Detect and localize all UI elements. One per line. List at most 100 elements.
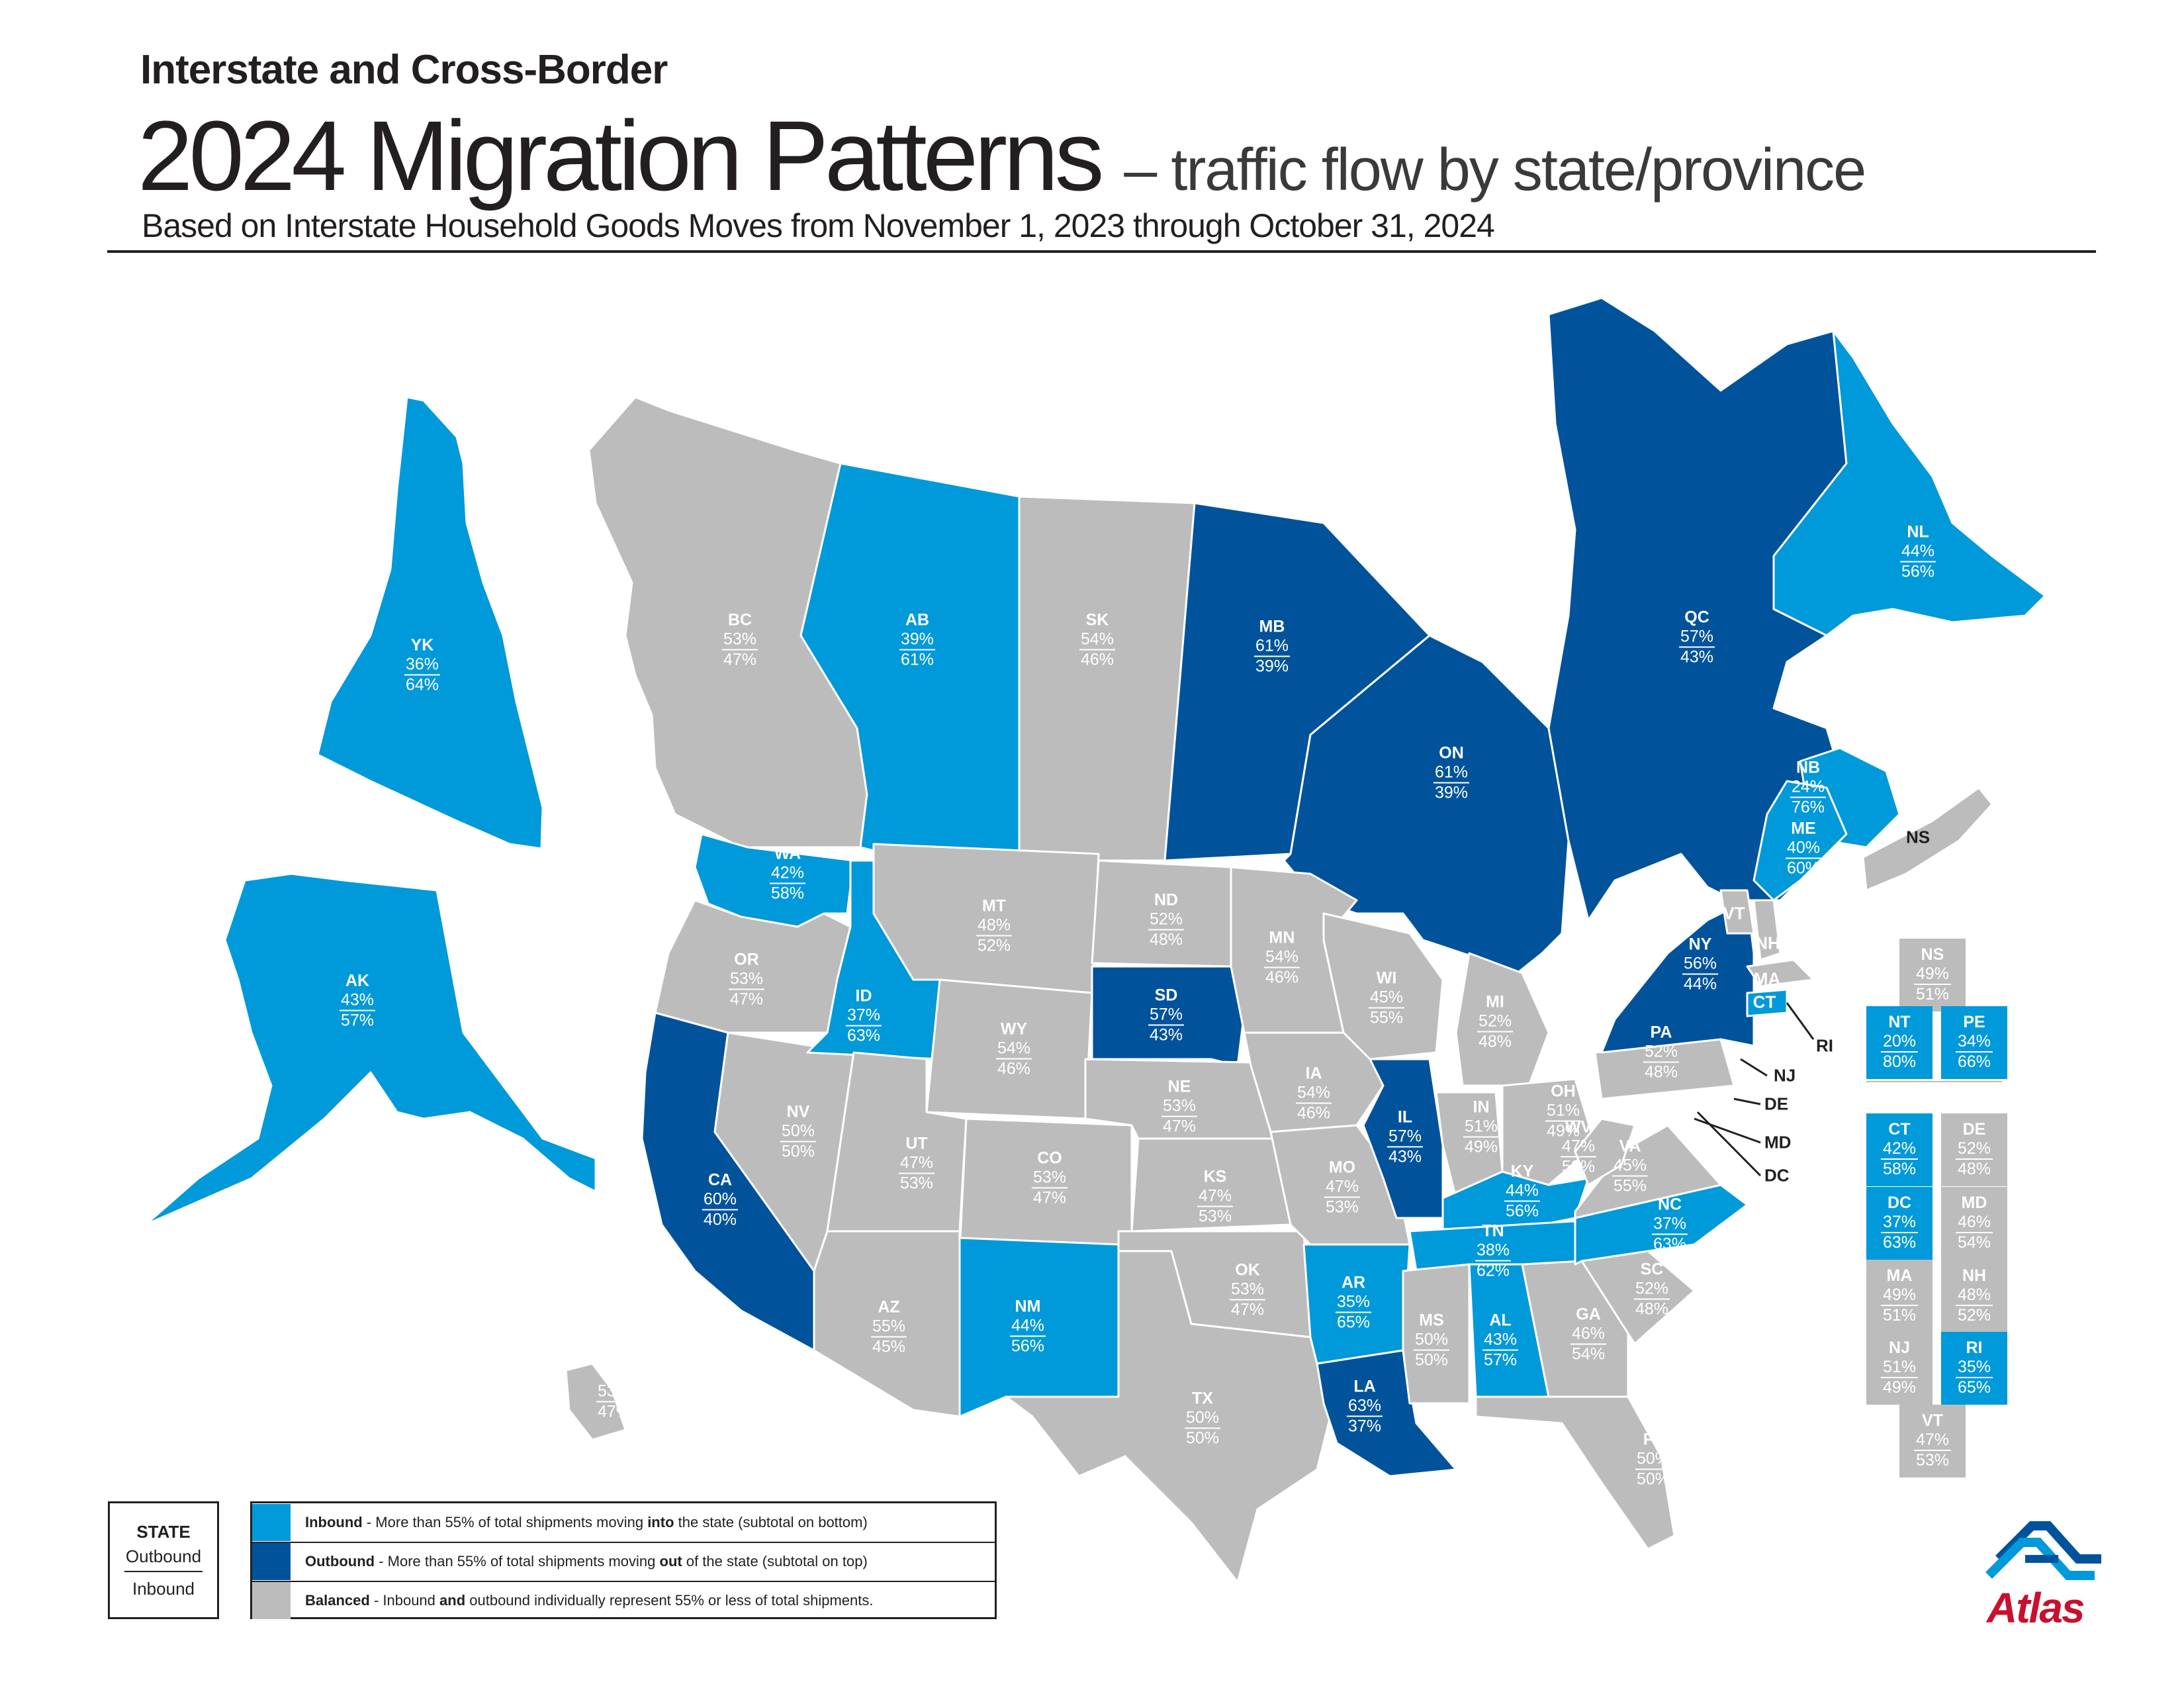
region-vt: [1719, 889, 1755, 935]
inbound-percent: 37%: [1347, 1417, 1382, 1436]
inbound-percent: 48%: [1644, 1062, 1678, 1082]
inbound-percent: 49%: [1546, 1121, 1580, 1141]
region-me: [1752, 780, 1848, 902]
inbound-percent: 53%: [1325, 1197, 1359, 1217]
legend-swatch-inbound: [252, 1504, 291, 1541]
region-label-wi: WI 45% 55%: [1368, 969, 1405, 1028]
region-abbr: GA: [1576, 1305, 1601, 1324]
key-inbound-label: Inbound: [132, 1579, 195, 1599]
callout-line-nj: [1740, 1058, 1768, 1077]
inbound-percent: 53%: [1198, 1207, 1232, 1226]
small-state-box-nj: NJ 51% 49%: [1866, 1332, 1933, 1405]
region-abbr: QC: [1684, 608, 1709, 627]
region-label-tx: TX 50% 50%: [1184, 1389, 1221, 1448]
outbound-percent: 50%: [1184, 1409, 1221, 1429]
region-wv: [1574, 1117, 1636, 1186]
inbound-percent: 48%: [1635, 1299, 1669, 1319]
inbound-percent: 50%: [1414, 1350, 1449, 1370]
outbound-percent: 43%: [1482, 1331, 1519, 1351]
region-il: [1362, 1058, 1444, 1219]
inbound-percent: 40%: [703, 1210, 737, 1229]
region-abbr: NY: [1688, 935, 1712, 954]
region-label-ky: KY 44% 56%: [1504, 1162, 1541, 1221]
region-abbr: SK: [1085, 610, 1109, 630]
callout-ri: RI: [1816, 1035, 1833, 1056]
region-label-va: VA 45% 55%: [1612, 1137, 1649, 1196]
inbound-percent: 56%: [1505, 1201, 1539, 1221]
outbound-percent: 54%: [1263, 948, 1300, 968]
region-abbr: OH: [1551, 1082, 1576, 1101]
brand-name: Atlas: [1987, 1584, 2085, 1632]
region-abbr: MS: [1419, 1311, 1444, 1330]
region-label-qc: QC 57% 43%: [1678, 608, 1715, 667]
inbound-percent: 53%: [1561, 1157, 1596, 1176]
inbound-percent: 56%: [1901, 562, 1935, 581]
inbound-percent: 46%: [1297, 1103, 1331, 1123]
region-abbr: HI: [606, 1362, 623, 1382]
outbound-percent: 53%: [1161, 1097, 1198, 1117]
outbound-percent: 46%: [1570, 1325, 1607, 1345]
outbound-percent: 61%: [1253, 637, 1291, 657]
box-inbound: 49%: [1882, 1378, 1917, 1397]
region-abbr: OR: [734, 950, 759, 969]
region-label-ca: CA 60% 40%: [702, 1171, 739, 1230]
region-abbr: AK: [345, 971, 370, 990]
region-label-ut: UT 47% 53%: [898, 1135, 935, 1194]
callout-de: DE: [1764, 1094, 1789, 1114]
inbound-percent: 39%: [1255, 657, 1289, 676]
box-abbr: CT: [1888, 1120, 1911, 1139]
box-inbound: 80%: [1882, 1053, 1917, 1071]
inbound-percent: 55%: [1613, 1176, 1647, 1196]
outbound-percent: 50%: [780, 1122, 817, 1143]
inbound-percent: 47%: [723, 650, 757, 669]
outbound-percent: 52%: [1148, 910, 1185, 931]
box-inbound: 48%: [1957, 1160, 1991, 1178]
region-label-ab: AB 39% 61%: [899, 611, 936, 670]
region-ms: [1402, 1263, 1471, 1405]
box-inbound: 52%: [1957, 1306, 1991, 1325]
region-tx: [1005, 1250, 1332, 1583]
region-label-ak: AK 43% 57%: [339, 971, 376, 1031]
region-sk: [1018, 495, 1196, 862]
inbound-percent: 63%: [1653, 1235, 1687, 1254]
outbound-percent: 38%: [1475, 1241, 1512, 1262]
region-abbr: NM: [1015, 1297, 1041, 1316]
header-kicker: Interstate and Cross-Border: [140, 47, 668, 93]
legend-row-outbound: Outbound - More than 55% of total shipme…: [252, 1542, 995, 1582]
box-abbr: VT: [1922, 1411, 1943, 1430]
inbound-percent: 76%: [1791, 798, 1825, 817]
region-abbr: PA: [1650, 1023, 1672, 1042]
outbound-percent: 57%: [1387, 1127, 1424, 1148]
region-nc: [1574, 1184, 1749, 1266]
region-label-nb: NB 24% 76%: [1790, 759, 1827, 818]
region-label-nd: ND 52% 48%: [1148, 891, 1185, 950]
outbound-percent: 24%: [1790, 778, 1827, 798]
outbound-percent: 53%: [1031, 1168, 1068, 1189]
region-label-co: CO 53% 47%: [1031, 1149, 1068, 1208]
inbound-percent: 52%: [977, 936, 1011, 955]
legend-text-inbound: Inbound - More than 55% of total shipmen…: [305, 1514, 868, 1530]
callout-md: MD: [1764, 1132, 1792, 1152]
region-label-me: ME 40% 60%: [1785, 820, 1822, 878]
title-suffix: – traffic flow by state/province: [1124, 137, 1866, 203]
legend-text-outbound: Outbound - More than 55% of total shipme…: [305, 1553, 868, 1570]
outbound-percent: 39%: [899, 630, 936, 651]
inbound-percent: 45%: [872, 1337, 906, 1356]
outbound-percent: 45%: [1368, 988, 1405, 1009]
outbound-percent: 40%: [1785, 839, 1822, 859]
region-label-bc: BC 53% 47%: [721, 610, 758, 670]
region-label-wv: WV 47% 53%: [1560, 1118, 1597, 1177]
box-abbr: MA: [1886, 1266, 1913, 1285]
outbound-percent: 63%: [1346, 1397, 1383, 1417]
inbound-percent: 53%: [899, 1174, 934, 1193]
region-abbr: BC: [727, 610, 752, 630]
box-outbound: 51%: [1881, 1358, 1918, 1378]
box-abbr: NH: [1962, 1266, 1987, 1285]
region-abbr: NV: [786, 1102, 810, 1121]
region-abbr: KS: [1203, 1167, 1227, 1186]
box-outbound: 20%: [1881, 1032, 1918, 1053]
map-tag-ct: CT: [1752, 992, 1776, 1012]
callout-nj: NJ: [1774, 1065, 1796, 1086]
region-ns: [1862, 786, 1993, 892]
